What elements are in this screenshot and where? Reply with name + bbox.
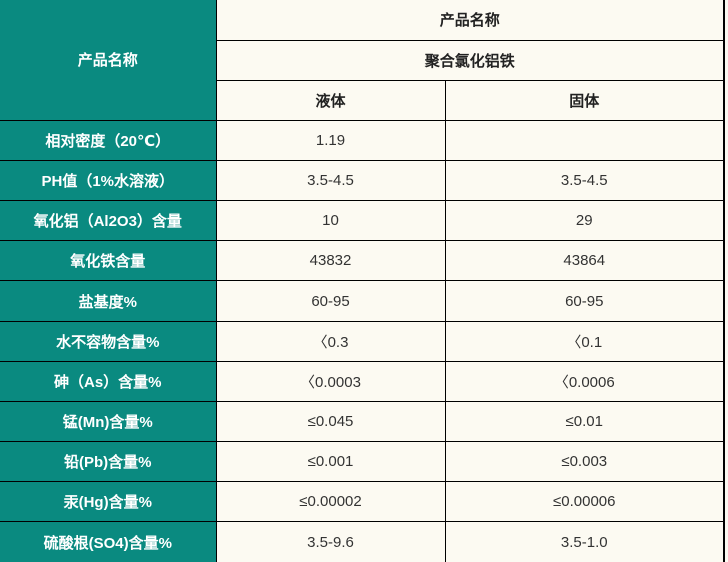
table-row-mercury: 汞(Hg)含量% ≤0.00002 ≤0.00006 (0, 481, 726, 523)
header-row-3: 液体 固体 (0, 80, 726, 121)
liquid-value: 10 (216, 200, 446, 242)
solid-value: ≤0.00006 (445, 481, 726, 523)
solid-value: 3.5-1.0 (445, 521, 726, 562)
liquid-value: 3.5-4.5 (216, 160, 446, 202)
row-label: 盐基度% (0, 280, 217, 322)
table-row-arsenic: 砷（As）含量% 〈0.0003 〈0.0006 (0, 361, 726, 402)
solid-value: ≤0.003 (445, 441, 726, 483)
liquid-value: 〈0.3 (216, 321, 446, 362)
solid-value: 〈0.1 (445, 321, 726, 362)
row-label: PH值（1%水溶液） (0, 160, 217, 202)
column-header-solid: 固体 (445, 80, 726, 121)
table-row-al2o3: 氧化铝（Al2O3）含量 10 29 (0, 200, 726, 242)
product-name-value: 聚合氯化铝铁 (216, 40, 726, 81)
solid-value: 〈0.0006 (445, 361, 726, 402)
table-row-sulfate: 硫酸根(SO4)含量% 3.5-9.6 3.5-1.0 (0, 521, 726, 562)
corner-header: 产品名称 (0, 0, 217, 121)
row-label: 锰(Mn)含量% (0, 401, 217, 443)
liquid-value: 60-95 (216, 280, 446, 322)
solid-value: ≤0.01 (445, 401, 726, 443)
table-row-manganese: 锰(Mn)含量% ≤0.045 ≤0.01 (0, 401, 726, 443)
row-label: 氧化铁含量 (0, 240, 217, 282)
row-label: 铅(Pb)含量% (0, 441, 217, 483)
table-row-basicity: 盐基度% 60-95 60-95 (0, 280, 726, 322)
column-header-liquid: 液体 (216, 80, 446, 121)
solid-value: 29 (445, 200, 726, 242)
table-row-ph: PH值（1%水溶液） 3.5-4.5 3.5-4.5 (0, 160, 726, 202)
product-name-header: 产品名称 (216, 0, 726, 41)
row-label: 汞(Hg)含量% (0, 481, 217, 523)
liquid-value: 3.5-9.6 (216, 521, 446, 562)
liquid-value: 1.19 (216, 120, 446, 162)
solid-value: 60-95 (445, 280, 726, 322)
solid-value (445, 120, 726, 162)
row-label: 氧化铝（Al2O3）含量 (0, 200, 217, 242)
table-row-insoluble: 水不容物含量% 〈0.3 〈0.1 (0, 321, 726, 362)
header-row-2: 聚合氯化铝铁 (0, 40, 726, 81)
table-row-density: 相对密度（20℃） 1.19 (0, 120, 726, 162)
header-row-1: 产品名称 产品名称 (0, 0, 726, 121)
row-label: 砷（As）含量% (0, 361, 217, 402)
solid-value: 3.5-4.5 (445, 160, 726, 202)
table-row-lead: 铅(Pb)含量% ≤0.001 ≤0.003 (0, 441, 726, 483)
liquid-value: ≤0.001 (216, 441, 446, 483)
solid-value: 43864 (445, 240, 726, 282)
liquid-value: 〈0.0003 (216, 361, 446, 402)
row-label: 水不容物含量% (0, 321, 217, 362)
liquid-value: ≤0.045 (216, 401, 446, 443)
liquid-value: 43832 (216, 240, 446, 282)
row-label: 相对密度（20℃） (0, 120, 217, 162)
liquid-value: ≤0.00002 (216, 481, 446, 523)
row-label: 硫酸根(SO4)含量% (0, 521, 217, 562)
table-row-iron-oxide: 氧化铁含量 43832 43864 (0, 240, 726, 282)
